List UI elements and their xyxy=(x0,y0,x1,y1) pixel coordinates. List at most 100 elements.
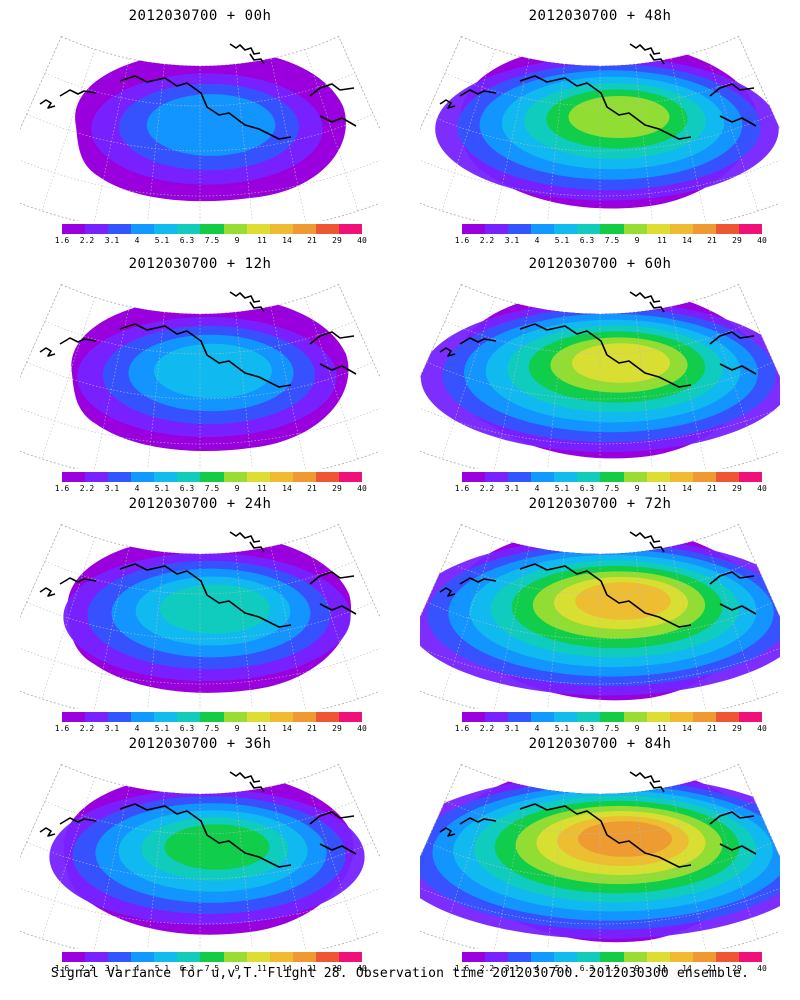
colorbar-tick-label: 21 xyxy=(707,236,717,245)
colorbar-tick-label: 1.6 xyxy=(54,236,70,245)
longitude-line xyxy=(270,786,307,949)
longitude-line xyxy=(546,312,565,469)
colorbar-tick-label: 7.5 xyxy=(204,236,220,245)
colorbar-tick-label: 4 xyxy=(134,236,140,245)
colorbar-tick-label: 29 xyxy=(332,236,342,245)
panel-title: 2012030700 + 12h xyxy=(128,256,272,272)
colorbar-tick-label: 29 xyxy=(332,964,342,973)
longitude-line xyxy=(146,552,165,709)
longitude-line xyxy=(493,786,530,949)
colorbar-tick-label: 3.1 xyxy=(504,964,520,973)
colorbar-tick-label: 21 xyxy=(707,964,717,973)
coastline xyxy=(39,771,357,868)
longitude-line xyxy=(546,552,565,709)
longitude-line xyxy=(41,537,95,699)
colorbar-tick-label: 3.1 xyxy=(104,484,120,493)
colorbar-tick-label: 9 xyxy=(234,724,240,733)
colorbar-tick-label: 11 xyxy=(257,724,267,733)
map-panel: 2012030700 + 12h 1.6 2.2 3.1 4 5.1 6.3 7.5 9 11 14… xyxy=(0,250,400,495)
colorbar-tick-label: 2.2 xyxy=(79,964,95,973)
longitude-line xyxy=(635,792,654,949)
colorbar-swatch xyxy=(462,224,486,234)
colorbar-swatch xyxy=(715,952,739,962)
longitude-line xyxy=(705,49,759,211)
longitude-line xyxy=(441,537,495,699)
longitude-line xyxy=(270,58,307,221)
colorbar-swatch xyxy=(669,952,693,962)
colorbar-swatch xyxy=(715,224,739,234)
colorbar-swatch xyxy=(177,712,201,722)
colorbar-swatch xyxy=(177,224,201,234)
colorbar-swatch xyxy=(154,224,178,234)
colorbar-tick-label: 1.6 xyxy=(54,724,70,733)
coastline xyxy=(39,291,357,388)
colorbar-tick-label: 11 xyxy=(657,964,667,973)
longitude-line xyxy=(93,306,130,469)
colorbar-tick-label: 2.2 xyxy=(479,964,495,973)
colorbar-tick-label: 11 xyxy=(657,236,667,245)
colorbar-swatch xyxy=(508,712,532,722)
longitude-line xyxy=(146,792,165,949)
longitude-line xyxy=(670,306,707,469)
latitude-line xyxy=(26,361,374,400)
panel-title: 2012030700 + 36h xyxy=(128,736,272,752)
colorbar-ticks: 1.6 2.2 3.1 4 5.1 6.3 7.5 9 11 14 21 29 40 xyxy=(455,236,767,248)
latitude-line xyxy=(26,841,374,880)
colorbar-swatch xyxy=(738,472,763,482)
longitude-line xyxy=(270,546,307,709)
colorbar-tick-label: 21 xyxy=(307,484,317,493)
colorbar-tick-label: 6.3 xyxy=(179,964,195,973)
map-panel: 2012030700 + 84h 1.6 2.2 3.1 4 5.1 6.3 7.5 9 11 14… xyxy=(400,730,800,975)
colorbar-tick-label: 11 xyxy=(657,724,667,733)
variance-map xyxy=(420,283,780,469)
colorbar-swatch xyxy=(131,472,155,482)
variance-contour xyxy=(568,95,670,139)
colorbar-swatch xyxy=(669,472,693,482)
colorbar-tick-label: 3.1 xyxy=(104,964,120,973)
colorbar-tick-label: 7.5 xyxy=(604,724,620,733)
colorbar-swatch xyxy=(62,712,86,722)
colorbar-tick-label: 6.3 xyxy=(579,724,595,733)
coastline xyxy=(39,531,357,628)
colorbar-tick-label: 4 xyxy=(534,724,540,733)
colorbar-tick-label: 6.3 xyxy=(579,236,595,245)
colorbar-swatch xyxy=(600,712,624,722)
colorbar-tick-label: 4 xyxy=(134,964,140,973)
colorbar-tick-label: 1.6 xyxy=(54,964,70,973)
colorbar-swatch xyxy=(646,224,670,234)
coastline xyxy=(439,291,757,388)
colorbar-tick-label: 2.2 xyxy=(479,236,495,245)
latitude-line xyxy=(44,560,356,595)
longitude-line xyxy=(670,786,707,949)
colorbar-swatch xyxy=(85,712,109,722)
longitude-line xyxy=(146,312,165,469)
colorbar-swatch xyxy=(246,712,270,722)
longitude-line xyxy=(235,64,254,221)
colorbar-swatch xyxy=(600,472,624,482)
colorbar-tick-label: 21 xyxy=(307,236,317,245)
colorbar-tick-label: 1.6 xyxy=(454,724,470,733)
colorbar-tick-label: 4 xyxy=(134,484,140,493)
variance-map xyxy=(20,523,380,709)
colorbar-swatch xyxy=(315,712,339,722)
coastline xyxy=(39,43,357,140)
colorbar-swatch xyxy=(292,712,316,722)
longitude-line xyxy=(146,64,165,221)
map-panel: 2012030700 + 48h 1.6 2.2 3.1 4 5.1 6.3 7.5 9 11 14… xyxy=(400,2,800,247)
colorbar-swatch xyxy=(531,952,555,962)
colorbar-swatch xyxy=(62,472,86,482)
longitude-line xyxy=(546,792,565,949)
variance-contour xyxy=(154,343,272,399)
colorbar-swatch xyxy=(577,952,601,962)
longitude-line xyxy=(93,546,130,709)
colorbar-swatch xyxy=(246,224,270,234)
longitude-line xyxy=(93,58,130,221)
colorbar-tick-label: 11 xyxy=(257,484,267,493)
longitude-line xyxy=(305,297,359,459)
colorbar-tick-label: 9 xyxy=(234,236,240,245)
variance-contour xyxy=(146,94,276,156)
colorbar xyxy=(462,712,763,722)
colorbar-swatch xyxy=(338,952,363,962)
colorbar-ticks: 1.6 2.2 3.1 4 5.1 6.3 7.5 9 11 14 21 29 40 xyxy=(54,964,367,976)
colorbar-swatch xyxy=(246,472,270,482)
